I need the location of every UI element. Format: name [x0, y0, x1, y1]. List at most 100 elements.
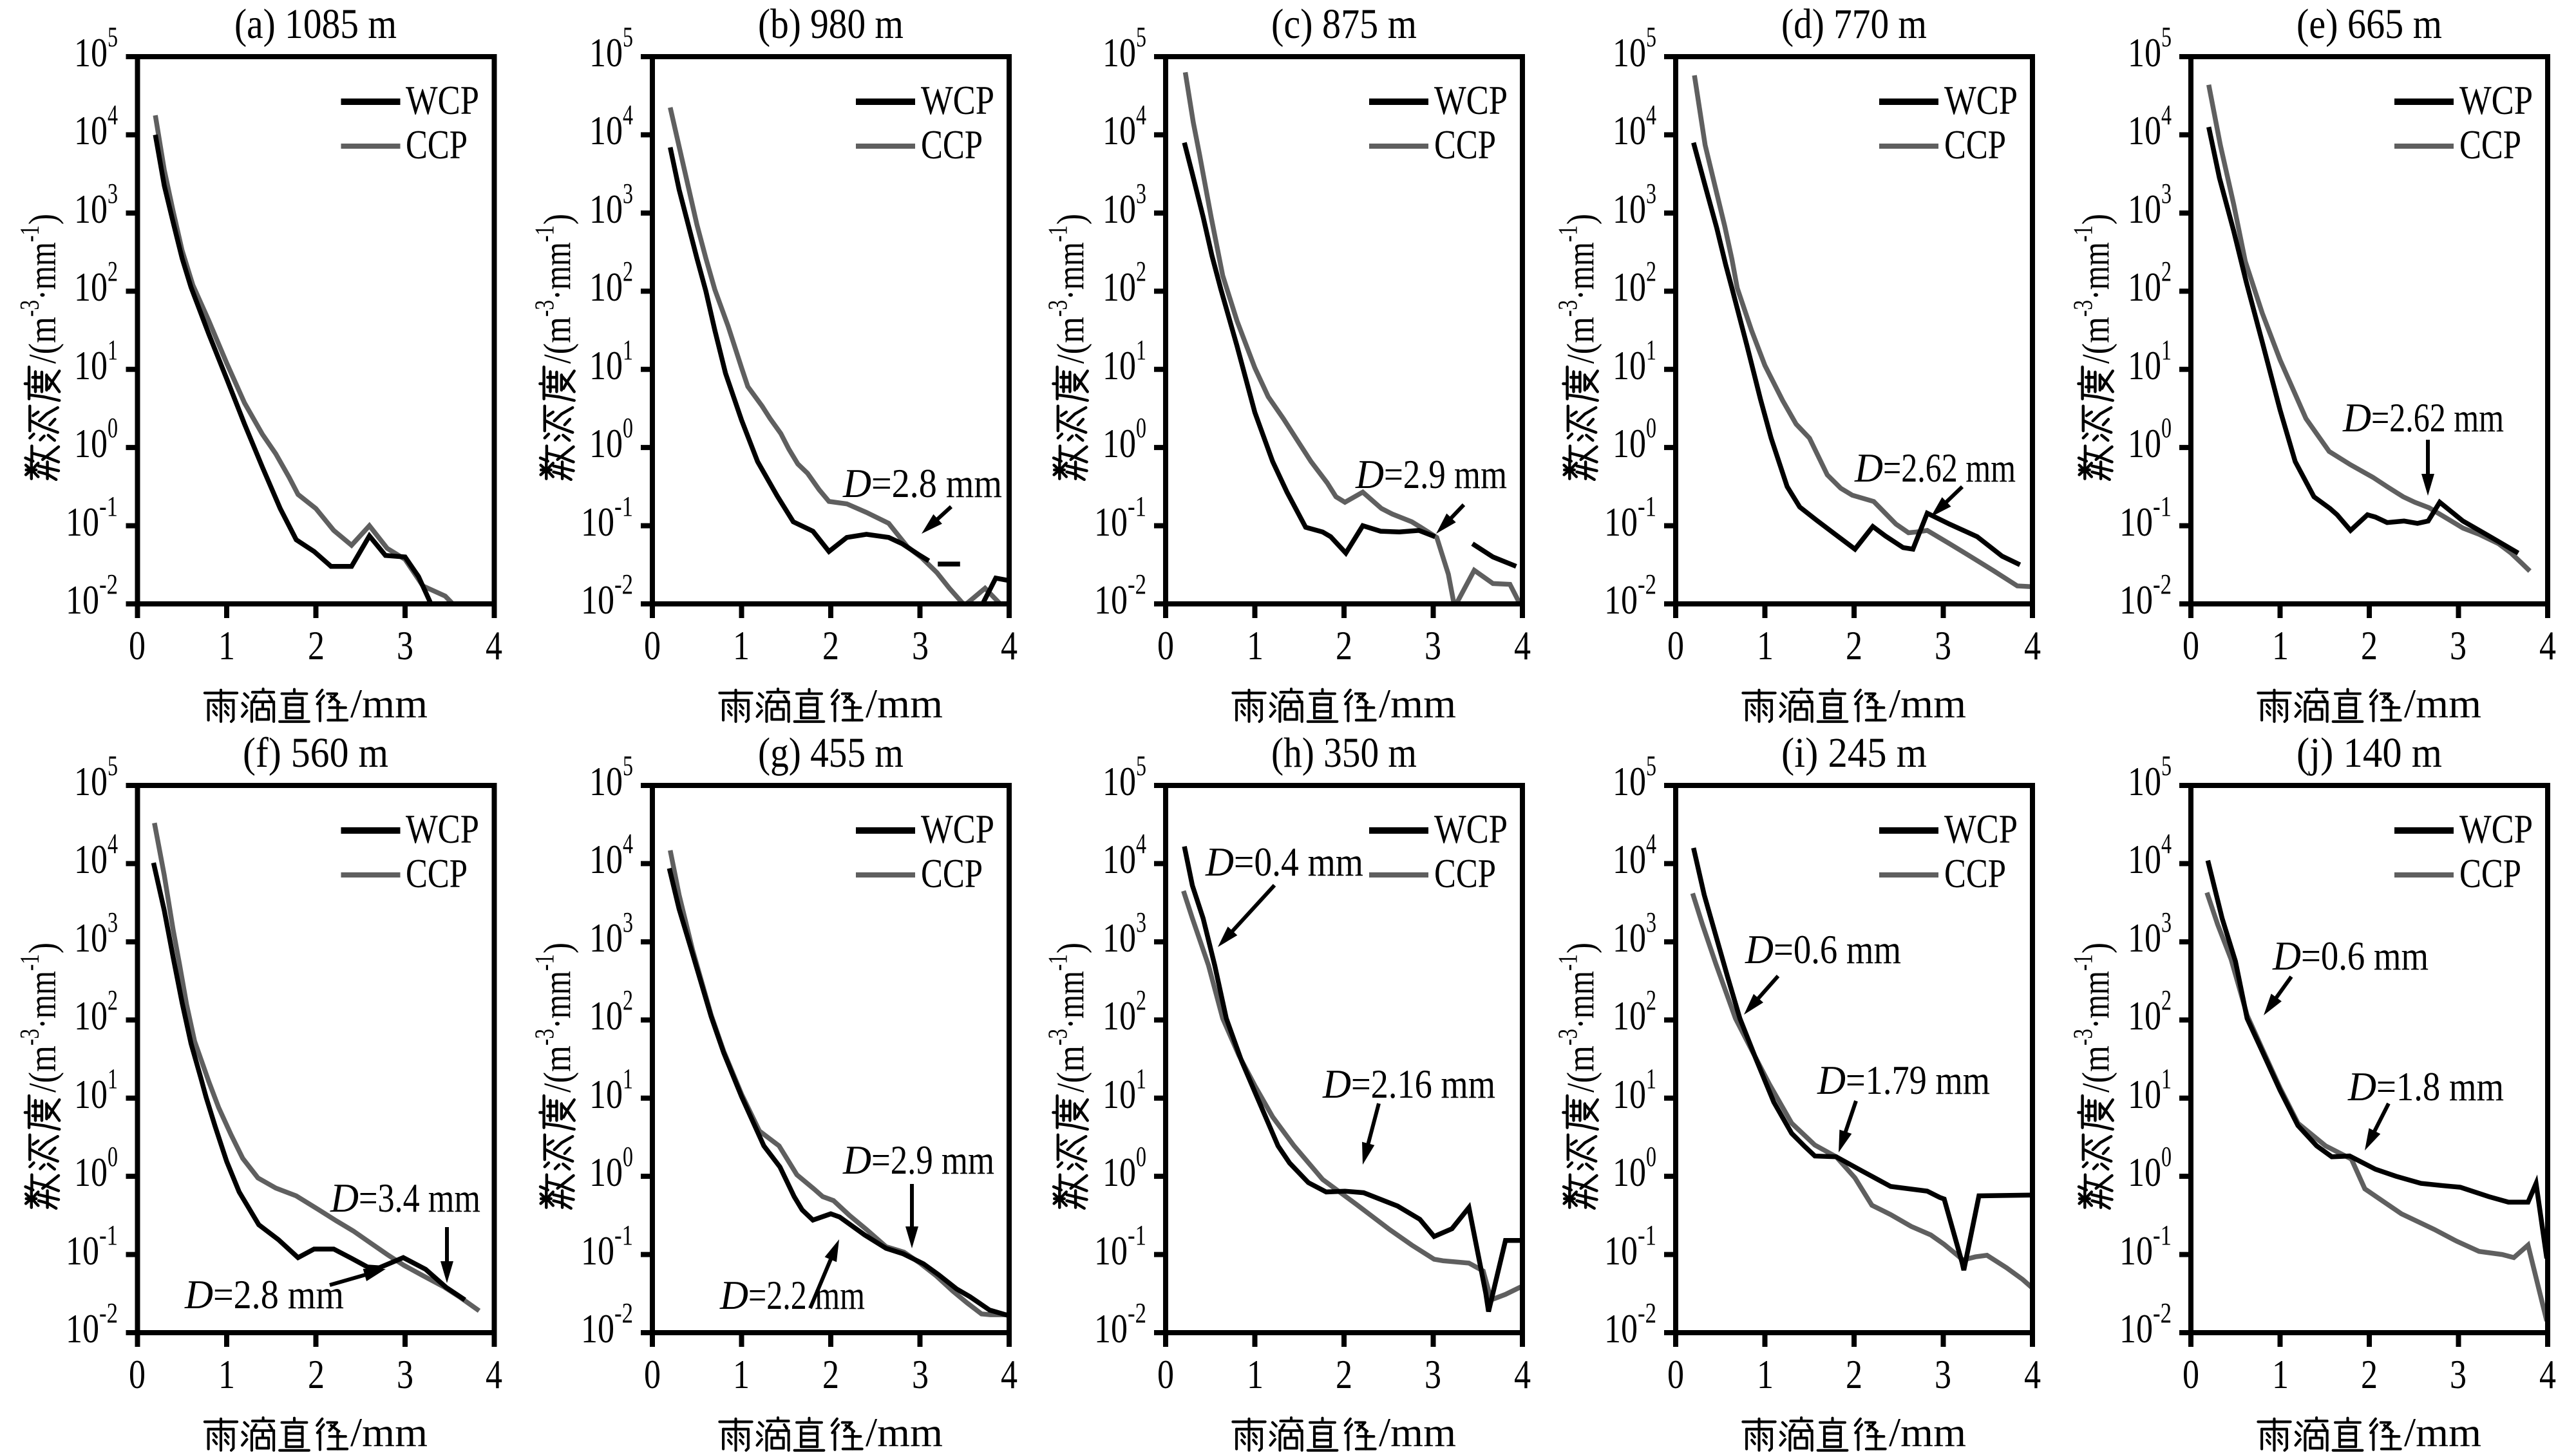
- svg-text:-1: -1: [2069, 225, 2099, 242]
- svg-text:/mm: /mm: [1379, 1409, 1456, 1452]
- svg-text:2: 2: [623, 984, 633, 1016]
- svg-text:-2: -2: [1128, 1297, 1146, 1329]
- svg-text:10: 10: [2128, 30, 2161, 75]
- svg-text:4: 4: [108, 828, 118, 859]
- svg-text:1: 1: [108, 334, 118, 366]
- svg-text:10: 10: [589, 836, 623, 882]
- svg-text:4: 4: [1136, 828, 1146, 859]
- svg-text:10: 10: [2128, 264, 2161, 310]
- svg-text:3: 3: [108, 906, 118, 938]
- svg-text:-1: -1: [15, 225, 45, 242]
- svg-text:10: 10: [2128, 836, 2161, 882]
- svg-text:-3: -3: [15, 300, 45, 317]
- svg-text:/mm: /mm: [1889, 681, 1966, 726]
- svg-text:4: 4: [486, 623, 502, 668]
- svg-text:=0.6 mm: =0.6 mm: [1774, 926, 1901, 972]
- svg-text:10: 10: [589, 758, 623, 804]
- svg-text:-1: -1: [531, 954, 560, 971]
- svg-text:-1: -1: [1638, 1219, 1656, 1251]
- svg-text:=0.4 mm: =0.4 mm: [1234, 839, 1363, 885]
- svg-text:(h) 350 m: (h) 350 m: [1271, 729, 1417, 776]
- svg-text:2: 2: [308, 623, 325, 668]
- svg-text:-3: -3: [15, 1029, 45, 1046]
- svg-text:10: 10: [1103, 836, 1136, 882]
- svg-text:=2.62 mm: =2.62 mm: [1883, 445, 2016, 491]
- svg-text:-1: -1: [614, 491, 633, 522]
- svg-text:): ): [21, 214, 64, 225]
- svg-text:WCP: WCP: [1434, 806, 1508, 852]
- svg-text:2: 2: [1136, 984, 1146, 1016]
- svg-text:0: 0: [108, 1141, 118, 1172]
- svg-text:·mm: ·mm: [2075, 971, 2117, 1029]
- svg-text:CCP: CCP: [1434, 850, 1496, 896]
- svg-text:-2: -2: [614, 1297, 633, 1329]
- svg-text:·mm: ·mm: [536, 971, 579, 1029]
- svg-text:D: D: [1355, 451, 1384, 497]
- svg-text:/(m: /(m: [2075, 1046, 2117, 1093]
- svg-text:2: 2: [1646, 984, 1656, 1016]
- svg-text:2: 2: [1336, 623, 1352, 668]
- svg-text:10: 10: [581, 499, 614, 545]
- svg-text:10: 10: [1613, 186, 1646, 232]
- svg-text:10: 10: [581, 1228, 614, 1273]
- svg-text:WCP: WCP: [1434, 77, 1508, 123]
- svg-text:10: 10: [74, 993, 108, 1038]
- svg-text:10: 10: [2128, 1149, 2161, 1195]
- svg-text:2: 2: [1136, 256, 1146, 287]
- svg-text:WCP: WCP: [2459, 77, 2533, 123]
- svg-text:4: 4: [1001, 1351, 1018, 1397]
- svg-text:1: 1: [1247, 1351, 1264, 1397]
- svg-text:): ): [1050, 214, 1092, 225]
- svg-text:3: 3: [2450, 623, 2467, 668]
- svg-text:4: 4: [1514, 1351, 1531, 1397]
- svg-text:10: 10: [1613, 993, 1646, 1038]
- svg-text:=1.8 mm: =1.8 mm: [2376, 1064, 2504, 1109]
- svg-text:-1: -1: [1554, 954, 1584, 971]
- svg-text:2: 2: [2161, 256, 2172, 287]
- svg-text:0: 0: [1646, 1141, 1656, 1172]
- svg-text:10: 10: [74, 1071, 108, 1117]
- svg-text:·mm: ·mm: [21, 242, 64, 300]
- svg-text:0: 0: [2183, 1351, 2199, 1397]
- svg-text:=2.9 mm: =2.9 mm: [871, 1137, 994, 1183]
- svg-text:2: 2: [108, 984, 118, 1016]
- svg-text:5: 5: [1136, 21, 1146, 53]
- svg-text:10: 10: [2128, 993, 2161, 1038]
- svg-text:10: 10: [589, 1149, 623, 1195]
- svg-text:(j) 140 m: (j) 140 m: [2297, 729, 2442, 776]
- svg-text:/mm: /mm: [866, 681, 943, 726]
- svg-text:10: 10: [1613, 343, 1646, 388]
- svg-text:3: 3: [397, 1351, 413, 1397]
- svg-text:5: 5: [1136, 750, 1146, 782]
- svg-text:10: 10: [66, 577, 99, 623]
- svg-text:10: 10: [1613, 1071, 1646, 1117]
- svg-text:·mm: ·mm: [1560, 242, 1602, 300]
- svg-text:-2: -2: [2153, 568, 2172, 600]
- svg-text:CCP: CCP: [921, 122, 983, 167]
- svg-text:10: 10: [1103, 758, 1136, 804]
- svg-text:): ): [1560, 214, 1602, 225]
- svg-text:=0.6 mm: =0.6 mm: [2301, 933, 2429, 979]
- svg-text:(a) 1085 m: (a) 1085 m: [234, 1, 397, 48]
- svg-text:-3: -3: [531, 1029, 560, 1046]
- svg-text:3: 3: [397, 623, 413, 668]
- svg-text:2: 2: [2361, 1351, 2378, 1397]
- svg-text:1: 1: [1757, 1351, 1774, 1397]
- svg-text:-2: -2: [614, 568, 633, 600]
- svg-text:D: D: [184, 1272, 213, 1317]
- svg-text:): ): [1050, 943, 1092, 953]
- svg-text:2: 2: [623, 256, 633, 287]
- svg-text:10: 10: [1103, 264, 1136, 310]
- svg-text:10: 10: [1613, 836, 1646, 882]
- svg-text:10: 10: [74, 30, 108, 75]
- svg-text:4: 4: [1646, 99, 1656, 131]
- svg-text:1: 1: [2161, 334, 2172, 366]
- svg-text:10: 10: [2128, 108, 2161, 153]
- svg-text:-2: -2: [99, 1297, 118, 1329]
- svg-text:4: 4: [1001, 623, 1018, 668]
- svg-text:D: D: [1322, 1061, 1351, 1107]
- svg-text:10: 10: [74, 108, 108, 153]
- svg-text:4: 4: [2161, 828, 2172, 859]
- svg-text:10: 10: [589, 108, 623, 153]
- svg-text:10: 10: [1103, 186, 1136, 232]
